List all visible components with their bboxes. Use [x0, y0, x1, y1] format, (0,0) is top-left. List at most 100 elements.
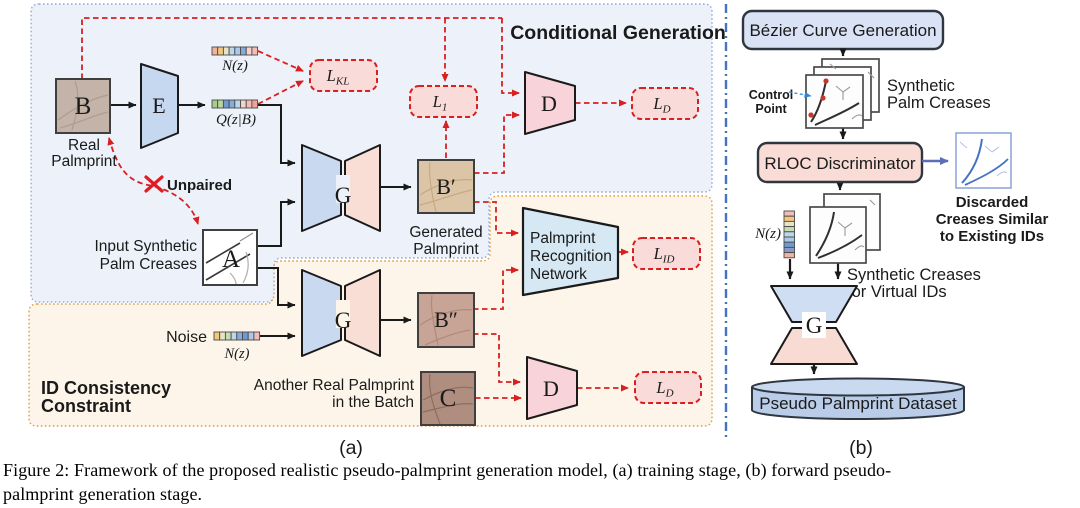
prn-label-1: Palmprint	[530, 230, 596, 247]
figure-caption: Figure 2: Framework of the proposed real…	[3, 459, 1079, 506]
noise-strip	[213, 331, 261, 341]
another-real-label-1: Another Real Palmprint	[254, 377, 415, 394]
synthetic-palm-creases-label-2: Palm Creases	[887, 94, 991, 112]
unpaired-x-icon	[144, 175, 164, 193]
node-d2-discriminator: D	[526, 356, 578, 420]
loss-d2-label: LD	[655, 378, 673, 400]
crease-sketch	[959, 138, 1009, 186]
caption-line-1: Figure 2: Framework of the proposed real…	[3, 460, 892, 480]
generated-palmprint-label-2: Palmprint	[413, 241, 479, 258]
crease-sketch	[810, 63, 875, 126]
unpaired-label: Unpaired	[167, 177, 232, 194]
control-point-label-1: Control	[749, 88, 793, 102]
rloc-discriminator-box: RLOC Discriminator	[756, 141, 924, 184]
discarded-creases-image	[955, 132, 1012, 189]
panel-b-black-arrows	[786, 48, 847, 375]
real-palmprint-label-1: Real	[68, 137, 100, 154]
discarded-label-2: Creases Similar	[936, 211, 1049, 228]
palmprint-recognition-network: Palmprint Recognition Network	[521, 206, 620, 297]
node-g1-letter: G	[335, 183, 352, 208]
noise-nz-label: N(z)	[224, 346, 250, 362]
arrow-bprime-to-d1	[474, 111, 520, 174]
loss-d1-label: LD	[652, 94, 670, 116]
loss-d2-box: LD	[634, 371, 702, 404]
qzb-strip	[211, 99, 259, 109]
loss-id-label: LID	[653, 244, 675, 266]
node-bdprime: B″	[417, 292, 475, 348]
arrow-b-top-line	[81, 17, 502, 79]
node-g2-letter: G	[335, 308, 352, 333]
arrow-bdprime-to-d2	[473, 333, 521, 386]
noise-label: Noise	[166, 329, 207, 346]
node-bprime-generated: B′	[417, 159, 475, 214]
node-d1-discriminator: D	[524, 71, 576, 135]
prn-label-3: Network	[530, 266, 587, 283]
pseudo-palmprint-dataset-cylinder: Pseudo Palmprint Dataset	[751, 377, 965, 420]
framework-diagram: Conditional Generation ID Consistency Co…	[28, 3, 1049, 459]
node-g1-generator: G	[301, 144, 381, 232]
nz-vertical-strip	[783, 210, 795, 259]
node-c-letter: C	[440, 385, 457, 412]
nz-vertical-label: N(z)	[754, 226, 781, 242]
caption-line-2: palmprint generation stage.	[3, 483, 203, 504]
crease-sketch	[205, 232, 254, 285]
arrow-bdprime-to-prn	[473, 266, 519, 310]
bezier-label: Bézier Curve Generation	[749, 21, 936, 40]
node-g-generator: G	[770, 285, 858, 365]
id-consistency-label-2: Constraint	[41, 396, 131, 416]
nz-label: N(z)	[221, 58, 248, 74]
control-point-pointer	[788, 91, 812, 98]
node-bdprime-letter: B″	[434, 307, 458, 332]
loss-id-box: LID	[632, 237, 701, 270]
node-a-synthetic-creases: A	[202, 229, 258, 286]
synthetic-palm-creases-label-1: Synthetic	[887, 77, 955, 95]
palm-texture	[57, 80, 109, 131]
node-a-letter: A	[222, 246, 240, 273]
node-bprime-letter: B′	[436, 174, 456, 199]
another-real-label-2: in the Batch	[332, 394, 414, 411]
real-palmprint-label-2: Palmprint	[51, 153, 117, 170]
panel-a-label: (a)	[339, 437, 363, 459]
node-e-encoder: E	[140, 63, 179, 149]
node-c-another-palmprint: C	[420, 371, 476, 426]
loss-d1-box: LD	[631, 87, 699, 120]
nz-strip	[211, 46, 259, 56]
arrow-nz-to-lkl	[257, 50, 304, 72]
virtual-id-creases-stack	[809, 193, 881, 264]
arrow-qzb-to-g1	[258, 104, 296, 167]
node-d2-letter: D	[543, 376, 559, 401]
input-synthetic-label-1: Input Synthetic	[94, 238, 197, 255]
panel-b-label: (b)	[849, 437, 873, 459]
panel-b: Bézier Curve Generation	[741, 9, 1049, 459]
arrow-unpaired-curve	[107, 137, 200, 225]
node-b-real-palmprint: B	[55, 78, 111, 134]
palm-texture	[419, 294, 473, 346]
discarded-label-3: to Existing IDs	[940, 228, 1044, 245]
palm-texture	[419, 161, 473, 213]
arrow-b-to-d1	[501, 18, 520, 97]
prn-label-2: Recognition	[530, 248, 612, 265]
conditional-generation-label: Conditional Generation	[510, 22, 726, 44]
loss-1-box: L1	[409, 85, 478, 118]
arrow-bprime-to-prn	[474, 201, 519, 237]
red-dashed-connections	[81, 17, 629, 402]
arrow-a-to-g1	[257, 198, 296, 247]
qzb-label: Q(z|B)	[216, 112, 256, 128]
palm-texture	[422, 373, 474, 425]
node-g-letter: G	[806, 313, 823, 338]
node-d1-letter: D	[541, 91, 557, 116]
generated-palmprint-label-1: Generated	[409, 224, 482, 241]
dataset-label: Pseudo Palmprint Dataset	[759, 394, 957, 413]
bezier-curve-generation-box: Bézier Curve Generation	[741, 9, 945, 51]
creases-virtual-label-2: for Virtual IDs	[847, 283, 947, 301]
creases-virtual-label-1: Synthetic Creases	[847, 266, 981, 284]
node-b-letter: B	[75, 93, 92, 120]
control-point-label-2: Point	[755, 102, 787, 116]
synthetic-creases-stack	[805, 58, 880, 129]
input-synthetic-label-2: Palm Creases	[100, 256, 198, 273]
node-e-letter: E	[152, 93, 165, 118]
crease-sketch	[815, 199, 876, 259]
loss-kl-box: LKL	[309, 59, 378, 92]
id-consistency-label-1: ID Consistency	[41, 378, 171, 398]
